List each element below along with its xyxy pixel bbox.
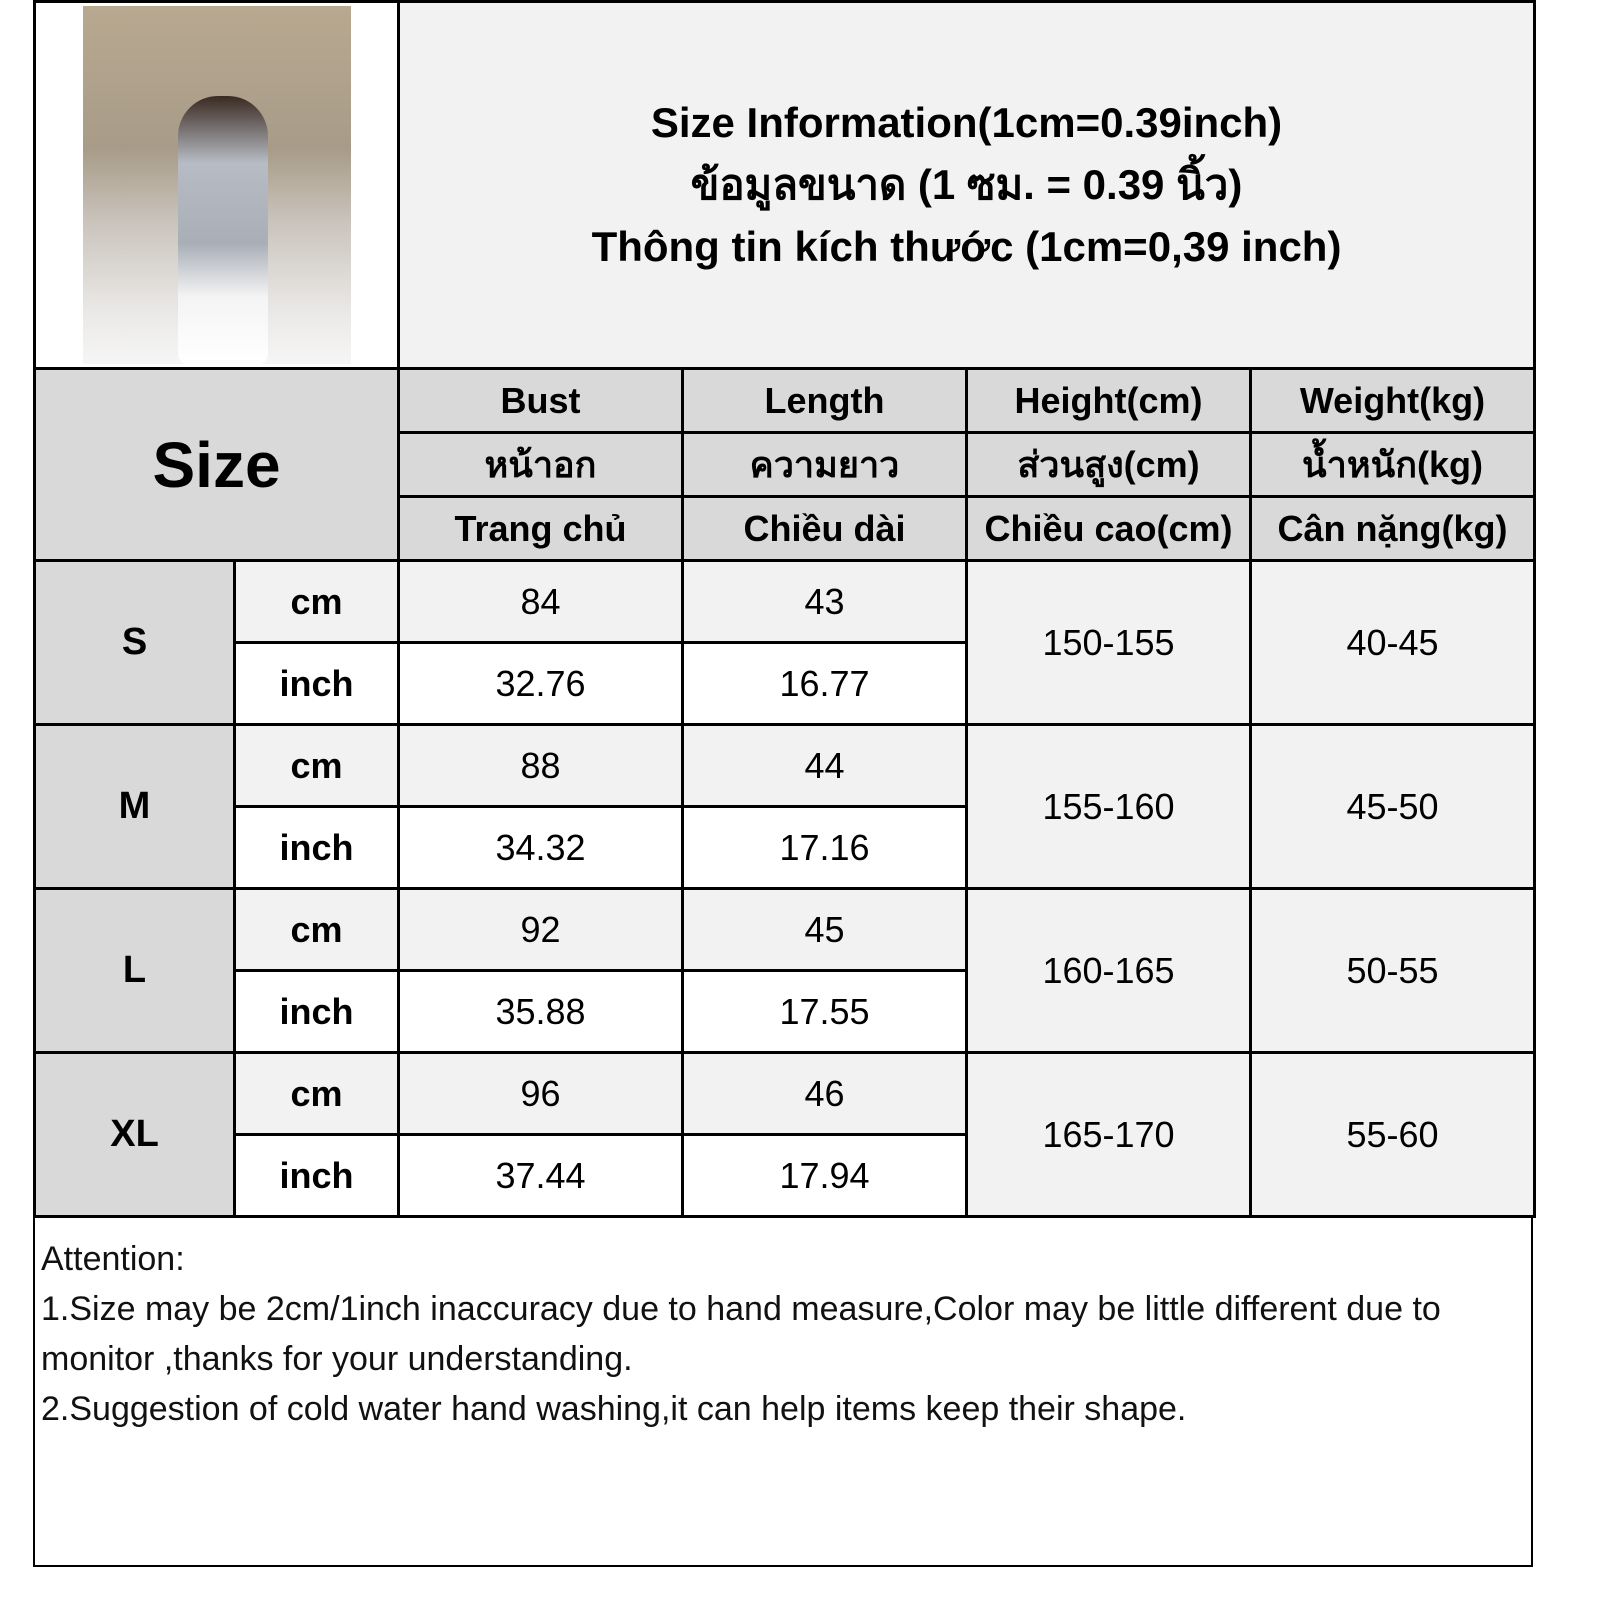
height-range: 150-155 (965, 559, 1252, 726)
weight-range: 40-45 (1248, 559, 1537, 726)
height-range: 160-165 (965, 887, 1252, 1054)
col-length-th: ความยาว (681, 431, 968, 498)
col-weight-en: Weight(kg) (1248, 367, 1537, 434)
col-height-th: ส่วนสูง(cm) (965, 431, 1252, 498)
size-label: L (33, 887, 236, 1054)
col-bust-en: Bust (397, 367, 684, 434)
product-photo-cell (33, 0, 400, 370)
col-height-vi: Chiều cao(cm) (965, 495, 1252, 562)
col-weight-th: น้ำหนัก(kg) (1248, 431, 1537, 498)
bust-inch: 34.32 (397, 805, 684, 890)
unit-cm: cm (233, 559, 400, 644)
weight-range: 45-50 (1248, 723, 1537, 890)
bust-cm: 88 (397, 723, 684, 808)
col-height-en: Height(cm) (965, 367, 1252, 434)
size-chart-table: Size Information(1cm=0.39inch) ข้อมูลขนา… (33, 0, 1537, 1218)
unit-cm: cm (233, 723, 400, 808)
size-row-inch: inch 34.32 17.16 (35, 805, 1535, 890)
size-row-cm: XL cm 96 46 165-170 55-60 (33, 1051, 1537, 1218)
length-inch: 17.94 (681, 1133, 968, 1218)
title-en: Size Information(1cm=0.39inch) (650, 99, 1283, 146)
unit-inch: inch (233, 969, 400, 1054)
size-label: M (33, 723, 236, 890)
length-cm: 43 (681, 559, 968, 644)
length-cm: 46 (681, 1051, 968, 1136)
attention-notes: Attention: 1.Size may be 2cm/1inch inacc… (41, 1234, 1521, 1434)
title-th: ข้อมูลขนาด (1 ซม. = 0.39 นิ้ว) (690, 161, 1243, 208)
title-cell: Size Information(1cm=0.39inch) ข้อมูลขนา… (396, 0, 1537, 370)
unit-cm: cm (233, 1051, 400, 1136)
length-cm: 44 (681, 723, 968, 808)
size-row-inch: inch 37.44 17.94 (35, 1133, 1535, 1218)
size-row-cm: M cm 88 44 155-160 45-50 (33, 723, 1537, 890)
size-label: XL (33, 1051, 236, 1218)
unit-cm: cm (233, 887, 400, 972)
size-header: Size (33, 367, 400, 562)
length-inch: 16.77 (681, 641, 968, 726)
size-row-cm: S cm 84 43 150-155 40-45 (33, 559, 1537, 726)
height-range: 155-160 (965, 723, 1252, 890)
weight-range: 50-55 (1248, 887, 1537, 1054)
note-1: 1.Size may be 2cm/1inch inaccuracy due t… (41, 1290, 1441, 1378)
length-inch: 17.16 (681, 805, 968, 890)
col-length-en: Length (681, 367, 968, 434)
size-row-inch: inch 35.88 17.55 (35, 969, 1535, 1054)
unit-inch: inch (233, 805, 400, 890)
unit-inch: inch (233, 1133, 400, 1218)
size-label: S (33, 559, 236, 726)
col-bust-vi: Trang chủ (397, 495, 684, 562)
weight-range: 55-60 (1248, 1051, 1537, 1218)
title-vi: Thông tin kích thước (1cm=0,39 inch) (591, 223, 1342, 270)
height-range: 165-170 (965, 1051, 1252, 1218)
length-inch: 17.55 (681, 969, 968, 1054)
note-2: 2.Suggestion of cold water hand washing,… (41, 1390, 1187, 1428)
size-row-inch: inch 32.76 16.77 (35, 641, 1535, 726)
bust-inch: 37.44 (397, 1133, 684, 1218)
col-bust-th: หน้าอก (397, 431, 684, 498)
bust-cm: 92 (397, 887, 684, 972)
size-row-cm: L cm 92 45 160-165 50-55 (33, 887, 1537, 1054)
bust-inch: 32.76 (397, 641, 684, 726)
length-cm: 45 (681, 887, 968, 972)
col-weight-vi: Cân nặng(kg) (1248, 495, 1537, 562)
bust-cm: 84 (397, 559, 684, 644)
col-length-vi: Chiều dài (681, 495, 968, 562)
bust-inch: 35.88 (397, 969, 684, 1054)
notes-heading: Attention: (41, 1240, 185, 1278)
unit-inch: inch (233, 641, 400, 726)
bust-cm: 96 (397, 1051, 684, 1136)
product-photo (82, 6, 351, 364)
